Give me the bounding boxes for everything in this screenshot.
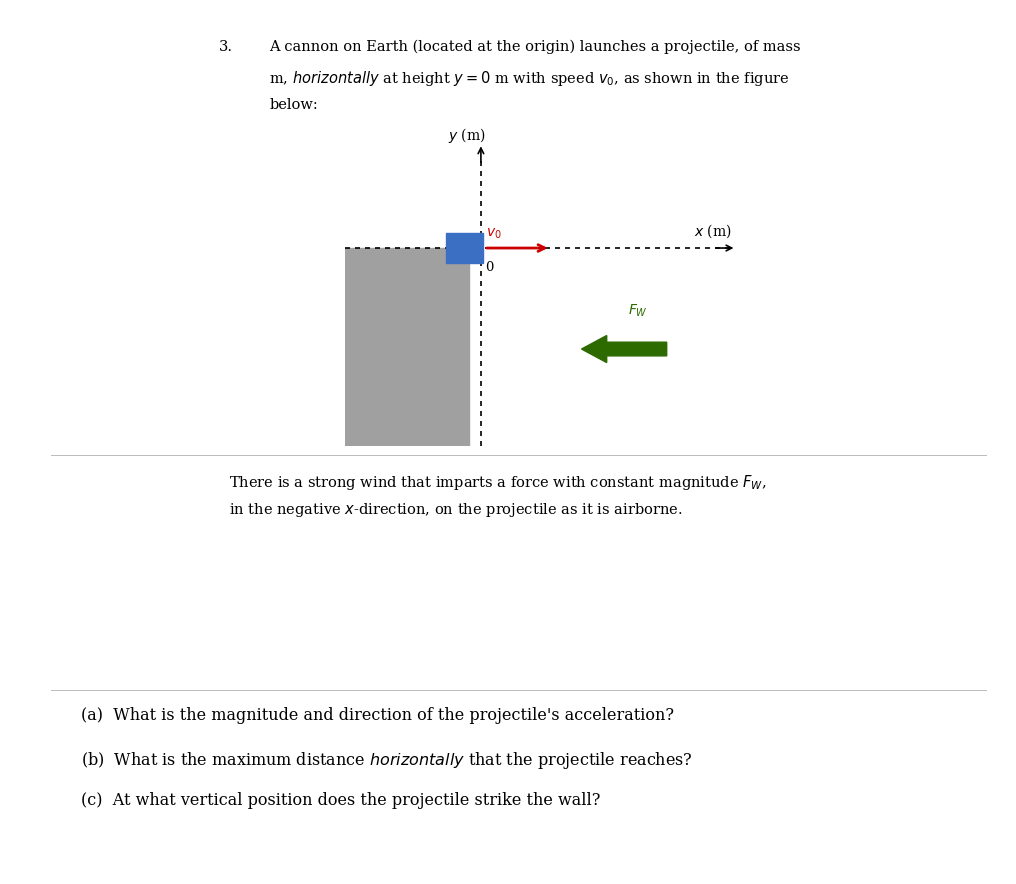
Text: in the negative $x$-direction, on the projectile as it is airborne.: in the negative $x$-direction, on the pr… [229,501,682,519]
Bar [345,248,469,446]
Text: below:: below: [269,98,318,112]
Text: 0: 0 [486,262,494,274]
Text: $x$ (m): $x$ (m) [694,222,732,240]
Text: There is a strong wind that imparts a force with constant magnitude $F_W$,: There is a strong wind that imparts a fo… [229,473,766,492]
Text: (b)  What is the maximum distance $\mathit{horizontally}$ that the projectile re: (b) What is the maximum distance $\mathi… [81,750,693,771]
Text: (c)  At what vertical position does the projectile strike the wall?: (c) At what vertical position does the p… [81,792,600,809]
Text: A cannon on Earth (located at the origin) launches a projectile, of mass: A cannon on Earth (located at the origin… [269,40,801,54]
Text: $F_W$: $F_W$ [628,302,648,319]
Text: m, $\mathit{horizontally}$ at height $y = 0$ m with speed $v_0$, as shown in the: m, $\mathit{horizontally}$ at height $y … [269,69,789,88]
Text: $v_0$: $v_0$ [486,226,501,240]
FancyArrow shape [581,336,666,362]
Text: $y$ (m): $y$ (m) [448,126,486,145]
Bar [446,232,483,263]
Text: 3.: 3. [218,40,233,54]
Text: (a)  What is the magnitude and direction of the projectile's acceleration?: (a) What is the magnitude and direction … [81,707,675,724]
